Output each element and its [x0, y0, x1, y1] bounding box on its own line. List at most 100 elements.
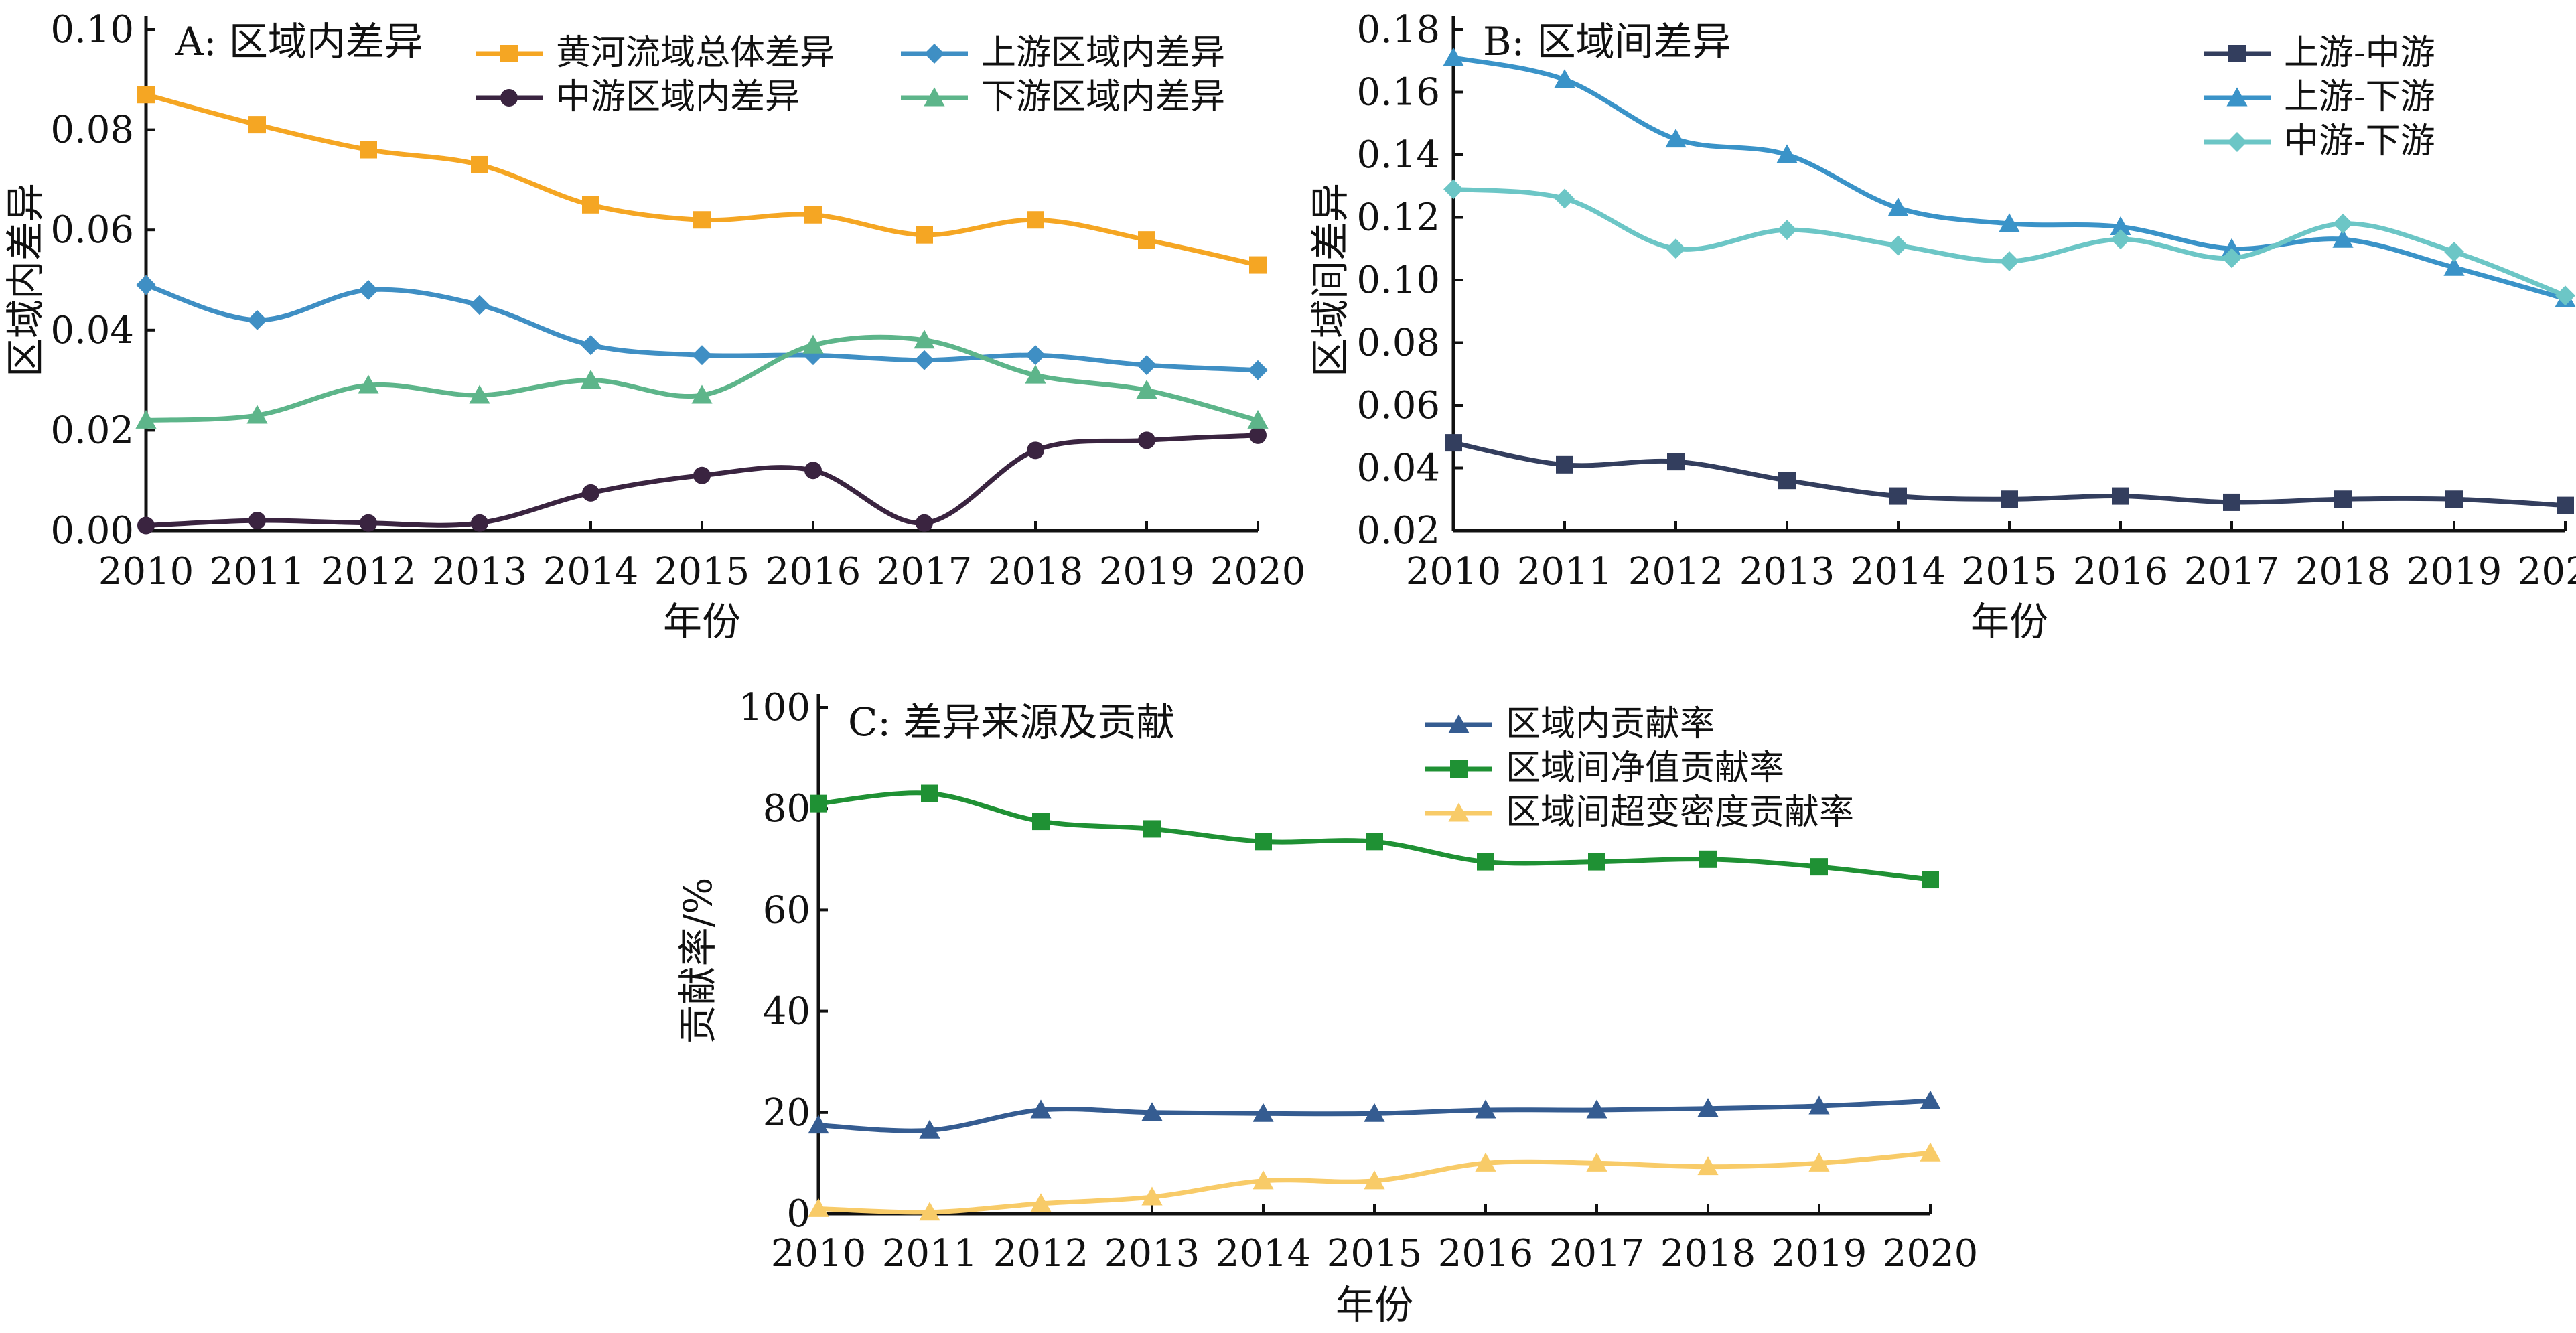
y-tick-label: 0.18: [1356, 8, 1440, 52]
x-tick-label: 2014: [1851, 550, 1946, 593]
data-point: [921, 784, 938, 802]
data-point: [1253, 1170, 1274, 1190]
series-2: [137, 426, 1267, 535]
x-tick-label: 2019: [1099, 550, 1195, 593]
data-point: [469, 384, 490, 404]
x-axis-title: 年份: [1971, 599, 2048, 644]
data-point: [247, 309, 267, 330]
data-point: [470, 295, 490, 315]
legend-entry: 中游区域内差异: [476, 77, 800, 117]
legend-marker: [500, 45, 518, 62]
x-tick-label: 2015: [1962, 550, 2058, 593]
data-point: [248, 116, 266, 134]
x-tick-label: 2015: [654, 550, 750, 593]
data-point: [919, 1119, 940, 1139]
chart-panel-1: 2010 2011 2012 2013 2014 2015 2016 2017 2018 2019…: [1307, 8, 2576, 644]
x-tick-label: 2016: [766, 550, 861, 593]
data-point: [1665, 129, 1687, 148]
x-tick-label: 2012: [321, 550, 417, 593]
data-point: [1697, 1098, 1719, 1117]
y-tick-label: 0.06: [1356, 384, 1440, 427]
data-point: [1778, 472, 1796, 490]
data-point: [360, 514, 377, 532]
series-line: [143, 433, 1261, 529]
y-tick-label: 0.16: [1356, 71, 1440, 115]
data-point: [804, 462, 822, 480]
y-tick-label: 20: [763, 1091, 810, 1135]
legend-label: 中游-下游: [2284, 121, 2435, 161]
x-tick-label: 2017: [1549, 1232, 1645, 1275]
y-tick-label: 0: [786, 1192, 810, 1236]
data-point: [1922, 871, 1939, 889]
y-tick-label: 100: [739, 686, 810, 729]
x-tick-label: 2014: [1216, 1232, 1311, 1275]
data-point: [916, 226, 933, 244]
y-tick-label: 0.04: [50, 309, 134, 352]
data-point: [1445, 434, 1462, 452]
data-point: [1141, 1102, 1163, 1121]
y-axis-title: 贡献率/%: [675, 878, 721, 1044]
y-tick-label: 80: [763, 787, 810, 831]
legend-entry: 中游-下游: [2204, 121, 2435, 161]
data-point: [1808, 1095, 1830, 1115]
data-point: [135, 409, 157, 429]
series-2: [808, 1142, 1941, 1221]
legend-entry: 上游区域内差异: [901, 33, 1225, 73]
data-point: [1810, 858, 1828, 876]
series-0: [137, 86, 1267, 274]
series-1: [810, 784, 1939, 889]
data-point: [1027, 441, 1044, 460]
legend-entry: 区域间净值贡献率: [1425, 748, 1784, 788]
x-tick-label: 2012: [993, 1232, 1089, 1275]
data-point: [914, 350, 934, 370]
x-tick-label: 2019: [1772, 1232, 1867, 1275]
data-point: [471, 514, 488, 532]
series-0: [1445, 434, 2574, 514]
data-point: [693, 211, 711, 229]
data-point: [1030, 1193, 1052, 1212]
x-tick-label: 2014: [543, 550, 639, 593]
data-point: [1025, 345, 1046, 366]
x-tick-label: 2018: [1660, 1232, 1756, 1275]
data-point: [1586, 1152, 1607, 1172]
data-point: [1253, 1103, 1274, 1122]
legend-label: 区域间净值贡献率: [1506, 748, 1784, 788]
y-tick-label: 0.10: [1356, 259, 1440, 302]
x-tick-label: 2013: [432, 550, 528, 593]
x-tick-label: 2015: [1327, 1232, 1423, 1275]
data-point: [582, 484, 599, 502]
data-point: [1255, 833, 1272, 851]
x-tick-label: 2013: [1104, 1232, 1200, 1275]
data-point: [1249, 256, 1267, 274]
data-point: [1138, 431, 1155, 449]
data-point: [1667, 453, 1685, 471]
legend-label: 上游-中游: [2284, 33, 2435, 73]
data-point: [1920, 1142, 1941, 1162]
data-point: [810, 794, 827, 813]
y-tick-label: 60: [763, 888, 810, 932]
data-point: [1443, 179, 1463, 200]
data-point: [1141, 1186, 1163, 1206]
data-point: [1138, 231, 1155, 249]
data-point: [1999, 251, 2019, 271]
data-point: [1032, 813, 1050, 831]
data-point: [803, 345, 823, 366]
chart-title: A: 区域内差异: [175, 19, 423, 64]
legend-label: 下游区域内差异: [981, 77, 1225, 117]
legend-marker: [2228, 45, 2246, 62]
y-tick-label: 0.10: [50, 8, 134, 52]
data-point: [2557, 496, 2574, 514]
legend-marker: [1448, 802, 1470, 822]
data-point: [1025, 364, 1046, 384]
chart-title: B: 区域间差异: [1483, 19, 1731, 64]
data-point: [1554, 69, 1575, 88]
data-point: [1777, 220, 1797, 240]
x-tick-label: 2020: [1883, 1232, 1979, 1275]
legend-marker: [1448, 714, 1470, 733]
x-tick-label: 2017: [2184, 550, 2280, 593]
x-tick-label: 2011: [210, 550, 305, 593]
series-1: [136, 275, 1268, 380]
data-point: [1247, 409, 1269, 429]
x-tick-label: 2011: [882, 1232, 978, 1275]
